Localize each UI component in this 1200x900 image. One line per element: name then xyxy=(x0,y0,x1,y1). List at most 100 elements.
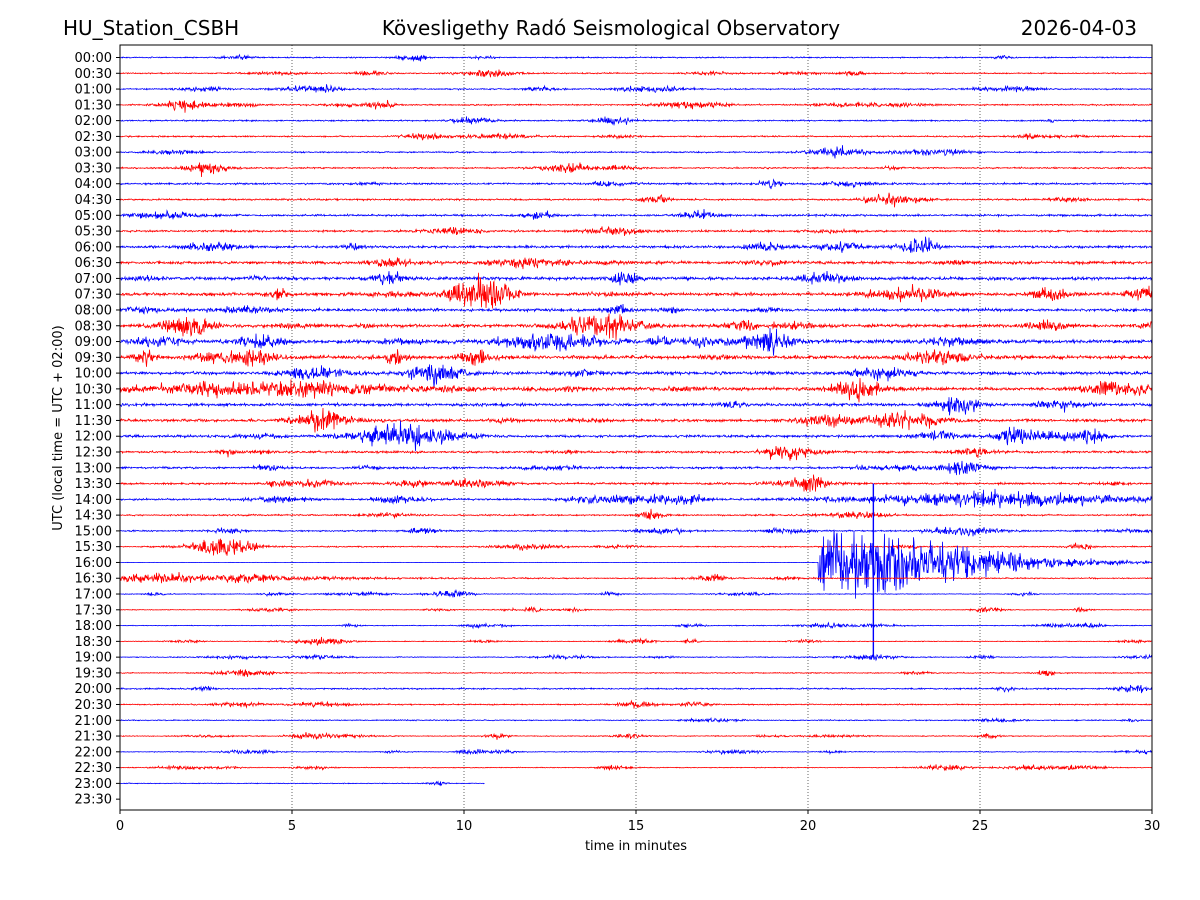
seismogram-trace xyxy=(119,132,1153,141)
row-time-label: 19:30 xyxy=(75,666,112,681)
row-time-label: 08:30 xyxy=(75,319,112,334)
x-tick-label: 0 xyxy=(116,819,124,834)
seismogram-trace xyxy=(119,780,485,787)
seismogram-trace xyxy=(119,364,1153,388)
seismogram-trace xyxy=(119,349,1153,367)
row-time-label: 20:00 xyxy=(75,682,112,697)
plot-frame xyxy=(119,44,1153,811)
seismogram-trace xyxy=(119,272,1153,309)
row-time-label: 18:30 xyxy=(75,635,112,650)
seismogram-trace xyxy=(119,529,1153,599)
seismogram-trace xyxy=(120,99,1153,113)
x-tick-label: 10 xyxy=(456,819,473,834)
seismogram-trace xyxy=(119,445,1153,461)
seismogram-trace xyxy=(119,270,1153,286)
seismogram-trace xyxy=(119,605,1153,614)
seismogram-trace xyxy=(119,621,1153,630)
row-time-label: 08:00 xyxy=(75,303,112,318)
row-time-label: 14:30 xyxy=(75,509,112,524)
station-title: HU_Station_CSBH xyxy=(63,16,239,40)
row-time-label: 05:30 xyxy=(75,225,112,240)
x-tick-label: 15 xyxy=(628,819,645,834)
x-tick-label: 25 xyxy=(972,819,989,834)
date-title: 2026-04-03 xyxy=(1021,16,1137,40)
seismogram-trace xyxy=(119,526,1153,537)
seismogram-trace xyxy=(119,377,1153,403)
row-time-label: 11:00 xyxy=(75,398,112,413)
seismogram-trace xyxy=(119,460,1153,476)
row-time-label: 01:30 xyxy=(75,98,112,113)
row-time-label: 23:30 xyxy=(75,793,112,808)
seismogram-trace xyxy=(119,488,1153,509)
row-time-label: 17:30 xyxy=(75,603,112,618)
row-time-label: 02:30 xyxy=(75,130,112,145)
seismogram-trace xyxy=(119,328,1153,356)
row-time-label: 07:00 xyxy=(75,272,112,287)
row-time-label: 16:30 xyxy=(75,572,112,587)
seismogram-trace xyxy=(119,669,1153,677)
seismogram-trace xyxy=(119,145,1153,159)
row-time-label: 21:30 xyxy=(75,730,112,745)
seismogram-trace xyxy=(119,225,1153,236)
seismogram-trace xyxy=(119,571,1153,584)
y-axis-label: UTC (local time = UTC + 02:00) xyxy=(51,325,66,530)
row-time-label: 04:00 xyxy=(75,177,112,192)
row-time-label: 12:00 xyxy=(75,430,112,445)
seismogram-trace xyxy=(119,699,1153,709)
row-time-label: 21:00 xyxy=(75,714,112,729)
row-time-label: 22:00 xyxy=(75,745,112,760)
row-time-label: 00:00 xyxy=(75,51,112,66)
axis-ticks: 0 5 10 15 20 25 30 00:0000:3001:0001:3002:0002:… xyxy=(75,51,1161,834)
row-time-label: 09:00 xyxy=(75,335,112,350)
seismogram-trace xyxy=(119,420,1153,452)
seismogram-trace xyxy=(119,53,1153,63)
seismogram-trace xyxy=(119,588,1153,598)
x-tick-label: 5 xyxy=(288,819,296,834)
seismogram-trace xyxy=(119,748,1153,756)
seismogram-trace xyxy=(119,236,1153,254)
row-time-label: 14:00 xyxy=(75,493,112,508)
row-time-label: 03:30 xyxy=(75,161,112,176)
seismogram-trace xyxy=(119,538,1153,556)
row-time-label: 20:30 xyxy=(75,698,112,713)
row-time-label: 04:30 xyxy=(75,193,112,208)
row-time-label: 22:30 xyxy=(75,761,112,776)
row-time-label: 13:00 xyxy=(75,461,112,476)
seismogram-trace xyxy=(119,192,1153,208)
seismogram-trace xyxy=(119,408,1153,433)
seismogram-trace xyxy=(119,313,1153,341)
row-time-label: 10:30 xyxy=(75,382,112,397)
row-time-label: 11:30 xyxy=(75,414,112,429)
seismogram-trace xyxy=(119,508,1153,520)
x-axis-label: time in minutes xyxy=(585,839,687,854)
seismogram-trace xyxy=(119,257,1153,270)
row-time-label: 07:30 xyxy=(75,288,112,303)
row-time-label: 06:30 xyxy=(75,256,112,271)
row-time-label: 13:30 xyxy=(75,477,112,492)
row-time-label: 18:00 xyxy=(75,619,112,634)
row-time-label: 03:00 xyxy=(75,146,112,161)
x-tick-label: 20 xyxy=(800,819,817,834)
row-time-label: 02:00 xyxy=(75,114,112,129)
seismogram-trace xyxy=(119,731,1153,740)
row-time-label: 05:00 xyxy=(75,209,112,224)
row-time-label: 16:00 xyxy=(75,556,112,571)
seismogram-trace xyxy=(119,636,1153,646)
observatory-title: Kövesligethy Radó Seismological Observat… xyxy=(382,16,840,40)
row-time-label: 10:00 xyxy=(75,367,112,382)
row-time-label: 06:00 xyxy=(75,240,112,255)
seismogram-trace xyxy=(119,474,1153,492)
row-time-label: 00:30 xyxy=(75,67,112,82)
seismogram-trace xyxy=(119,684,1153,694)
row-time-label: 15:30 xyxy=(75,540,112,555)
row-time-label: 19:00 xyxy=(75,651,112,666)
row-time-label: 09:30 xyxy=(75,351,112,366)
seismogram-trace xyxy=(119,178,1153,190)
seismogram-trace xyxy=(119,653,1153,662)
row-time-label: 12:30 xyxy=(75,446,112,461)
row-time-label: 23:00 xyxy=(75,777,112,792)
seismogram-trace xyxy=(119,69,1153,78)
seismogram-trace xyxy=(119,84,1153,93)
seismogram-trace xyxy=(119,209,1153,220)
